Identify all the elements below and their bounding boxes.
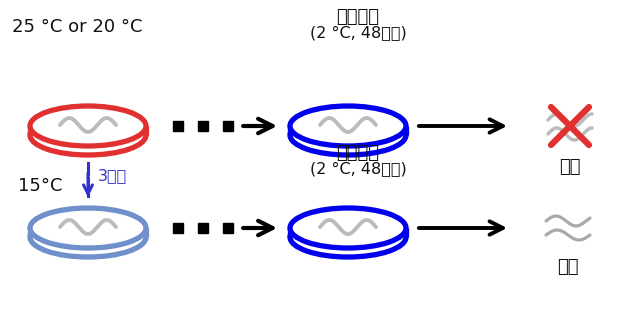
Text: 25 °C or 20 °C: 25 °C or 20 °C (12, 18, 143, 36)
Ellipse shape (290, 217, 406, 257)
Text: 生存: 生存 (557, 258, 579, 276)
Ellipse shape (290, 208, 406, 248)
Ellipse shape (290, 106, 406, 146)
Ellipse shape (30, 115, 146, 155)
Text: 低温刺濃: 低温刺濃 (337, 144, 380, 162)
Text: (2 °C, 48時間): (2 °C, 48時間) (310, 25, 406, 40)
Text: 死滅: 死滅 (559, 158, 580, 176)
Text: 低温刺濃: 低温刺濃 (337, 8, 380, 26)
Ellipse shape (290, 115, 406, 155)
Ellipse shape (30, 208, 146, 248)
Ellipse shape (30, 106, 146, 146)
Ellipse shape (30, 217, 146, 257)
Text: (2 °C, 48時間): (2 °C, 48時間) (310, 161, 406, 176)
Text: 15°C: 15°C (18, 177, 63, 195)
Text: 3時間: 3時間 (98, 168, 127, 183)
